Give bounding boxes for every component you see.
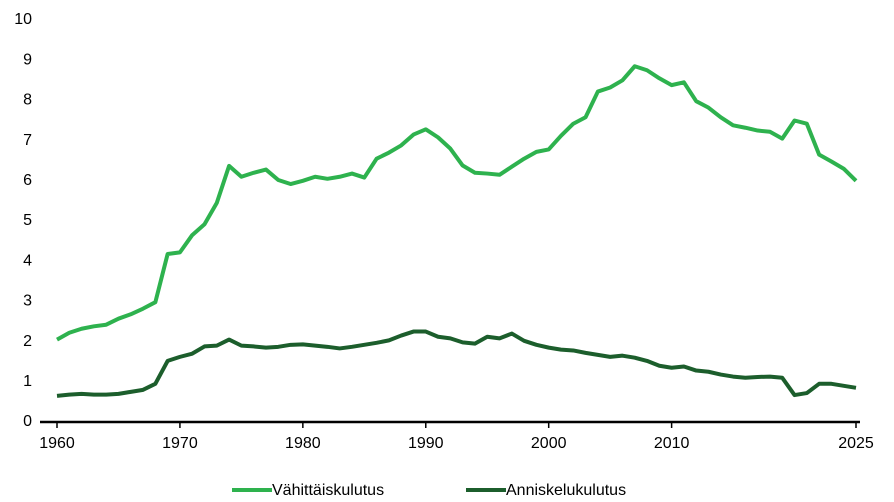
x-tick-label: 1960: [39, 435, 75, 452]
y-tick-label: 0: [23, 413, 32, 430]
legend-label: Anniskelukulutus: [506, 482, 626, 499]
legend-label: Vähittäiskulutus: [272, 482, 384, 499]
y-tick-label: 1: [23, 373, 32, 390]
y-tick-label: 10: [14, 11, 32, 28]
series-line: [56, 64, 858, 342]
x-tick-label: 1970: [162, 435, 198, 452]
x-tick-label: 2000: [531, 435, 567, 452]
series-line: [56, 329, 857, 398]
y-tick-label: 9: [23, 51, 32, 68]
x-tick-label: 1990: [408, 435, 444, 452]
x-tick-label: 1980: [285, 435, 321, 452]
x-tick-label: 2025: [838, 435, 874, 452]
y-tick-label: 5: [23, 212, 32, 229]
x-tick-label: 2010: [654, 435, 690, 452]
y-tick-label: 4: [23, 252, 32, 269]
y-tick-label: 3: [23, 293, 32, 310]
y-tick-label: 6: [23, 172, 32, 189]
y-tick-label: 8: [23, 92, 32, 109]
y-tick-label: 7: [23, 132, 32, 149]
y-tick-label: 2: [23, 333, 32, 350]
